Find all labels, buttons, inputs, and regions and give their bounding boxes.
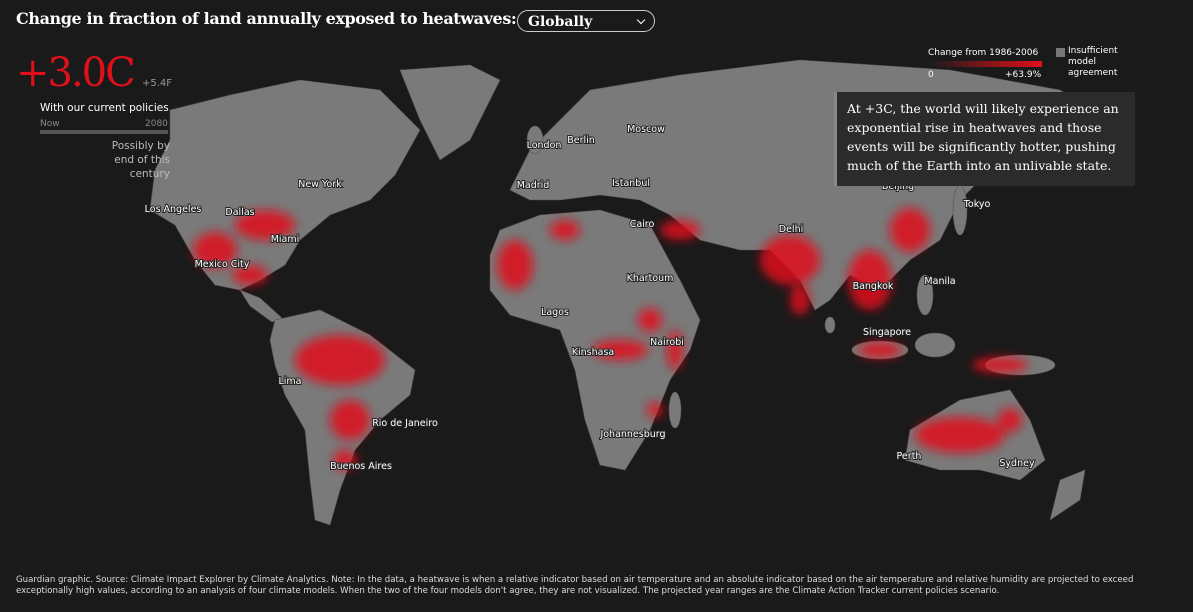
title: Change in fraction of land annually expo…: [16, 9, 517, 28]
city-label: Mexico City: [195, 259, 250, 270]
city-label: Los Angeles: [145, 204, 202, 215]
city-label: Moscow: [627, 124, 665, 135]
city-label: London: [527, 140, 562, 151]
temperature-celsius: +3.0C: [16, 50, 136, 96]
city-label: Cairo: [630, 219, 655, 230]
region-dropdown[interactable]: Globally: [517, 10, 655, 32]
heatwave-areas: [193, 208, 1028, 470]
city-label: Madrid: [517, 180, 550, 191]
city-label: Lagos: [541, 307, 569, 318]
year-slider[interactable]: [40, 130, 168, 134]
legend-gradient: [928, 61, 1042, 67]
legend-title: Change from 1986-2006: [928, 48, 1039, 58]
city-label: Nairobi: [650, 337, 684, 348]
city-label: Istanbul: [612, 178, 650, 189]
city-label: Tokyo: [963, 199, 991, 210]
city-label: Delhi: [779, 224, 803, 235]
legend-insufficient: Insufficient model agreement: [1068, 46, 1118, 78]
city-label: Lima: [278, 376, 301, 387]
city-label: Kinshasa: [572, 347, 614, 358]
city-label: Rio de Janeiro: [372, 418, 438, 429]
footer: Guardian graphic. Source: Climate Impact…: [16, 575, 1134, 596]
policy-label: With our current policies: [40, 102, 169, 114]
city-label: Johannesburg: [599, 429, 665, 440]
annotation: At +3C, the world will likely experience…: [834, 92, 1135, 186]
city-label: Miami: [271, 234, 300, 245]
timing-note: Possibly by end of this century: [111, 140, 170, 180]
city-label: Sydney: [999, 458, 1035, 469]
slider-start: Now: [40, 119, 60, 129]
city-label: Manila: [924, 276, 955, 287]
legend-min: 0: [928, 70, 934, 80]
slider-end: 2080: [145, 119, 168, 129]
city-label: Bangkok: [853, 281, 894, 292]
city-label: Perth: [897, 451, 922, 462]
city-label: New York: [298, 179, 342, 190]
city-label: Khartoum: [627, 273, 674, 284]
city-label: Dallas: [225, 207, 254, 218]
legend-max: +63.9%: [1005, 70, 1042, 80]
temperature-fahrenheit: +5.4F: [142, 78, 173, 89]
city-label: Buenos Aires: [330, 461, 392, 472]
legend-swatch: [1056, 48, 1065, 57]
city-label: Singapore: [863, 327, 911, 338]
city-label: Berlin: [567, 135, 595, 146]
city-labels: New York Los Angeles Dallas Miami Mexico Cit…: [144, 123, 1036, 473]
